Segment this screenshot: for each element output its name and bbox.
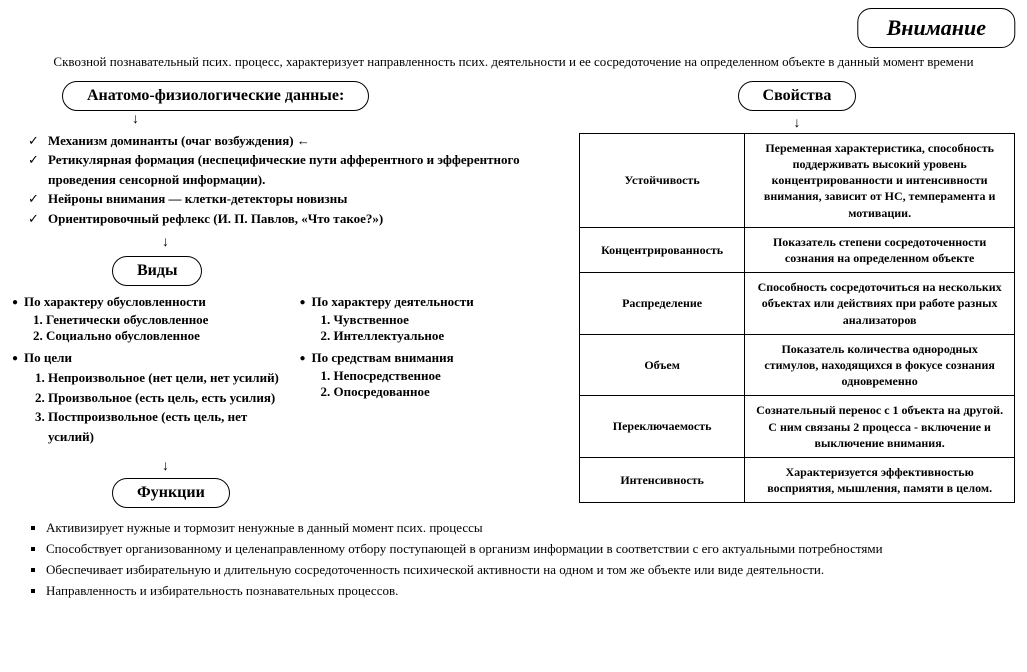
props-table: УстойчивостьПеременная характеристика, с…	[579, 133, 1015, 503]
vidy-right-h2: По средствам внимания	[299, 350, 566, 366]
list-item: Постпроизвольное (есть цель, нет усилий)	[48, 407, 279, 446]
prop-desc: Способность сосредоточиться на нескольки…	[745, 273, 1015, 335]
func-item: Способствует организованному и целенапра…	[46, 539, 1015, 560]
func-item: Обеспечивает избирательную и длительную …	[46, 560, 1015, 581]
prop-name: Концентрированность	[579, 227, 744, 272]
anat-header: Анатомо-физиологические данные:	[62, 81, 369, 111]
vidy-left-h1: По характеру обусловленности	[12, 294, 279, 310]
subtitle-text: Сквозной познавательный псих. процесс, х…	[52, 54, 975, 71]
prop-desc: Показатель количества однородных стимуло…	[745, 334, 1015, 396]
func-item: Направленность и избирательность познава…	[46, 581, 1015, 602]
prop-name: Объем	[579, 334, 744, 396]
anat-item: Механизм доминанты (очаг возбуждения) ←	[28, 131, 567, 151]
anat-list: Механизм доминанты (очаг возбуждения) ← …	[12, 131, 567, 229]
list-item: Непроизвольное (нет цели, нет усилий)	[48, 368, 279, 388]
prop-name: Интенсивность	[579, 457, 744, 502]
prop-header: Свойства	[738, 81, 857, 111]
list-item: Опосредованное	[333, 384, 566, 400]
arrow-down-icon: ↓	[162, 460, 567, 474]
list-item: Генетически обусловленное	[46, 312, 279, 328]
list-item: Социально обусловленное	[46, 328, 279, 344]
anat-item: Нейроны внимания — клетки-детекторы нови…	[28, 189, 567, 209]
vidy-left-col: По характеру обусловленности Генетически…	[12, 292, 279, 452]
vidy-left-h2: По цели	[12, 350, 279, 366]
main-title: Внимание	[858, 8, 1015, 48]
vidy-right-col: По характеру деятельности Чувственное Ин…	[299, 292, 566, 452]
prop-name: Переключаемость	[579, 396, 744, 458]
arrow-down-icon: ↓	[132, 113, 567, 127]
anat-item: Ретикулярная формация (неспецифические п…	[28, 150, 567, 189]
arrow-down-icon: ↓	[162, 236, 567, 250]
anat-item: Ориентировочный рефлекс (И. П. Павлов, «…	[28, 209, 567, 229]
prop-desc: Переменная характеристика, способность п…	[745, 133, 1015, 227]
list-item: Интеллектуальное	[333, 328, 566, 344]
prop-name: Устойчивость	[579, 133, 744, 227]
list-item: Непосредственное	[333, 368, 566, 384]
vidy-right-h1: По характеру деятельности	[299, 294, 566, 310]
prop-desc: Сознательный перенос с 1 объекта на друг…	[745, 396, 1015, 458]
prop-desc: Характеризуется эффективностью восприяти…	[745, 457, 1015, 502]
prop-name: Распределение	[579, 273, 744, 335]
list-item: Чувственное	[333, 312, 566, 328]
func-header: Функции	[112, 478, 230, 508]
func-item: Активизирует нужные и тормозит ненужные …	[46, 518, 1015, 539]
prop-desc: Показатель степени сосредоточенности соз…	[745, 227, 1015, 272]
func-list: Активизирует нужные и тормозит ненужные …	[12, 518, 1015, 601]
list-item: Произвольное (есть цель, есть усилия)	[48, 388, 279, 408]
arrow-down-icon: ↓	[579, 117, 1015, 131]
vidy-header: Виды	[112, 256, 202, 286]
